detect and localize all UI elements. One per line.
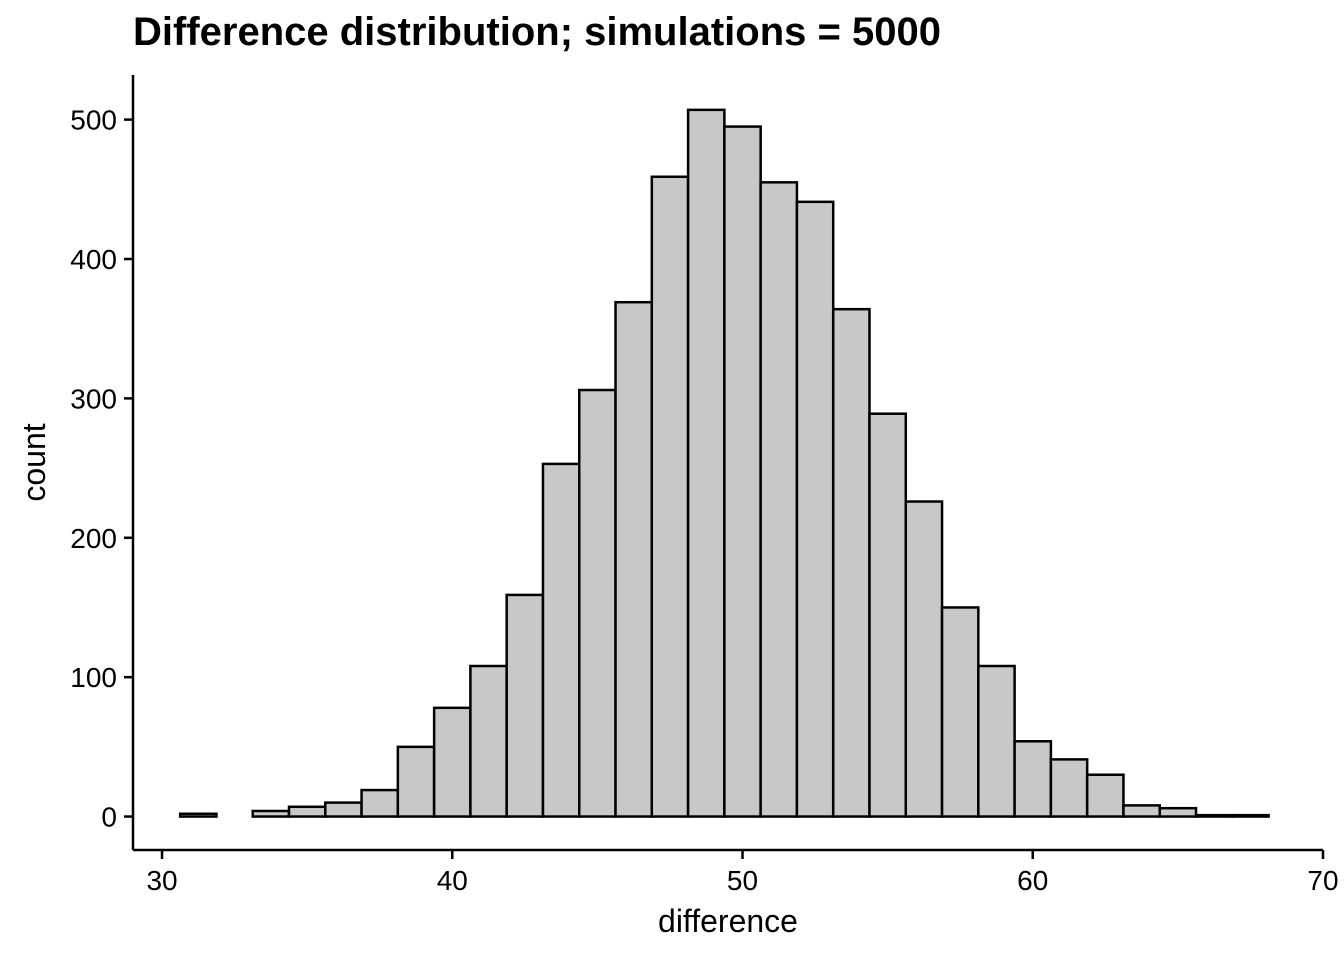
x-axis-ticks: 30 40 50 60 70 — [146, 850, 1339, 896]
histogram-bar — [324, 801, 363, 818]
histogram-bar — [1049, 758, 1089, 818]
x-tick-label: 30 — [146, 865, 177, 896]
histogram-bar — [541, 462, 581, 818]
histogram-bar — [1158, 806, 1198, 818]
histogram-bar — [650, 175, 690, 818]
histogram-bars — [178, 108, 1270, 818]
histogram-bar — [795, 200, 835, 818]
histogram-bar — [614, 300, 654, 818]
histogram-bar — [469, 664, 508, 818]
histogram-bar — [1013, 740, 1053, 818]
y-tick-label: 500 — [70, 105, 117, 136]
histogram-bar — [904, 500, 944, 818]
histogram-bar — [686, 108, 726, 818]
y-tick-label: 100 — [70, 662, 117, 693]
histogram-bar — [505, 593, 545, 818]
x-tick-label: 50 — [727, 865, 758, 896]
histogram-bar — [1122, 804, 1161, 818]
y-axis-ticks: 0 100 200 300 400 500 — [70, 105, 133, 833]
histogram-bar — [360, 788, 400, 818]
histogram-bar — [287, 805, 327, 818]
y-axis-title: count — [16, 423, 52, 501]
histogram-bar — [1085, 773, 1125, 818]
x-tick-label: 60 — [1017, 865, 1048, 896]
histogram-bar — [578, 388, 617, 818]
x-tick-label: 40 — [437, 865, 468, 896]
y-tick-label: 0 — [101, 802, 117, 833]
histogram-bar — [178, 812, 218, 818]
histogram-bar — [868, 412, 908, 818]
histogram-bar — [940, 606, 980, 818]
histogram-bar — [432, 706, 472, 818]
histogram-bar — [1231, 813, 1270, 818]
y-tick-label: 200 — [70, 523, 117, 554]
histogram-bar — [396, 745, 436, 818]
x-tick-label: 70 — [1307, 865, 1338, 896]
histogram-bar — [251, 809, 291, 818]
histogram-bar — [759, 181, 799, 818]
histogram-bar — [977, 664, 1016, 818]
y-tick-label: 300 — [70, 383, 117, 414]
histogram-bar — [831, 307, 871, 818]
chart-title: Difference distribution; simulations = 5… — [133, 10, 941, 54]
histogram-bar — [723, 125, 762, 818]
y-tick-label: 400 — [70, 244, 117, 275]
histogram-bar — [1194, 813, 1234, 818]
x-axis-title: difference — [658, 903, 798, 939]
